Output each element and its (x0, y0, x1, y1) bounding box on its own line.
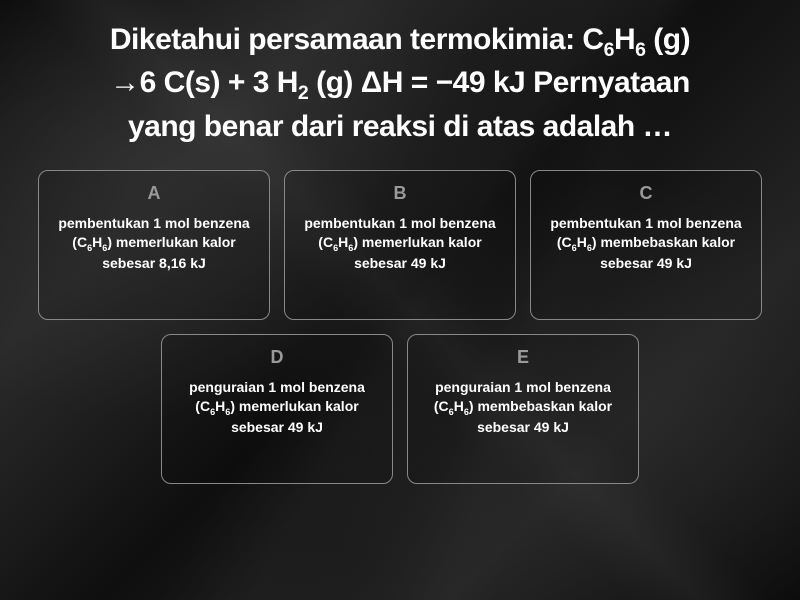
option-letter: B (295, 183, 505, 204)
q-line1-pre: Diketahui persamaan termokimia: C (110, 23, 604, 56)
option-text: penguraian 1 mol benzena (C6H6) memerluk… (172, 378, 382, 437)
option-c[interactable]: C pembentukan 1 mol benzena (C6H6) membe… (530, 170, 762, 320)
opt-mid: H (92, 234, 102, 250)
option-letter: E (418, 347, 628, 368)
q-line3: yang benar dari reaksi di atas adalah … (128, 110, 672, 143)
opt-mid: H (338, 234, 348, 250)
opt-mid: H (215, 398, 225, 414)
q-line1-post: (g) (645, 23, 690, 56)
option-text: pembentukan 1 mol benzena (C6H6) membeba… (541, 214, 751, 273)
option-letter: D (172, 347, 382, 368)
option-text: pembentukan 1 mol benzena (C6H6) memerlu… (49, 214, 259, 273)
q-sub: 6 (604, 39, 614, 61)
opt-post: ) memerlukan kalor sebesar 49 kJ (353, 234, 481, 271)
option-d[interactable]: D penguraian 1 mol benzena (C6H6) memerl… (161, 334, 393, 484)
option-text: penguraian 1 mol benzena (C6H6) membebas… (418, 378, 628, 437)
option-a[interactable]: A pembentukan 1 mol benzena (C6H6) memer… (38, 170, 270, 320)
q-line2-post: (g) ΔH = −49 kJ Pernyataan (308, 66, 690, 99)
opt-post: ) membebaskan kalor sebesar 49 kJ (592, 234, 735, 271)
q-sub: 2 (298, 82, 308, 104)
option-letter: C (541, 183, 751, 204)
option-letter: A (49, 183, 259, 204)
q-sub: 6 (635, 39, 645, 61)
question-text: Diketahui persamaan termokimia: C6H6 (g)… (30, 20, 770, 146)
q-line2-pre: →6 C(s) + 3 H (110, 66, 298, 99)
option-b[interactable]: B pembentukan 1 mol benzena (C6H6) memer… (284, 170, 516, 320)
opt-mid: H (454, 398, 464, 414)
option-e[interactable]: E penguraian 1 mol benzena (C6H6) membeb… (407, 334, 639, 484)
quiz-container: Diketahui persamaan termokimia: C6H6 (g)… (0, 0, 800, 600)
options-row-1: A pembentukan 1 mol benzena (C6H6) memer… (30, 170, 770, 320)
opt-post: ) memerlukan kalor sebesar 8,16 kJ (102, 234, 235, 271)
options-row-2: D penguraian 1 mol benzena (C6H6) memerl… (30, 334, 770, 484)
opt-post: ) memerlukan kalor sebesar 49 kJ (230, 398, 358, 435)
opt-mid: H (577, 234, 587, 250)
option-text: pembentukan 1 mol benzena (C6H6) memerlu… (295, 214, 505, 273)
q-line1-mid1: H (614, 23, 635, 56)
opt-post: ) membebaskan kalor sebesar 49 kJ (469, 398, 612, 435)
